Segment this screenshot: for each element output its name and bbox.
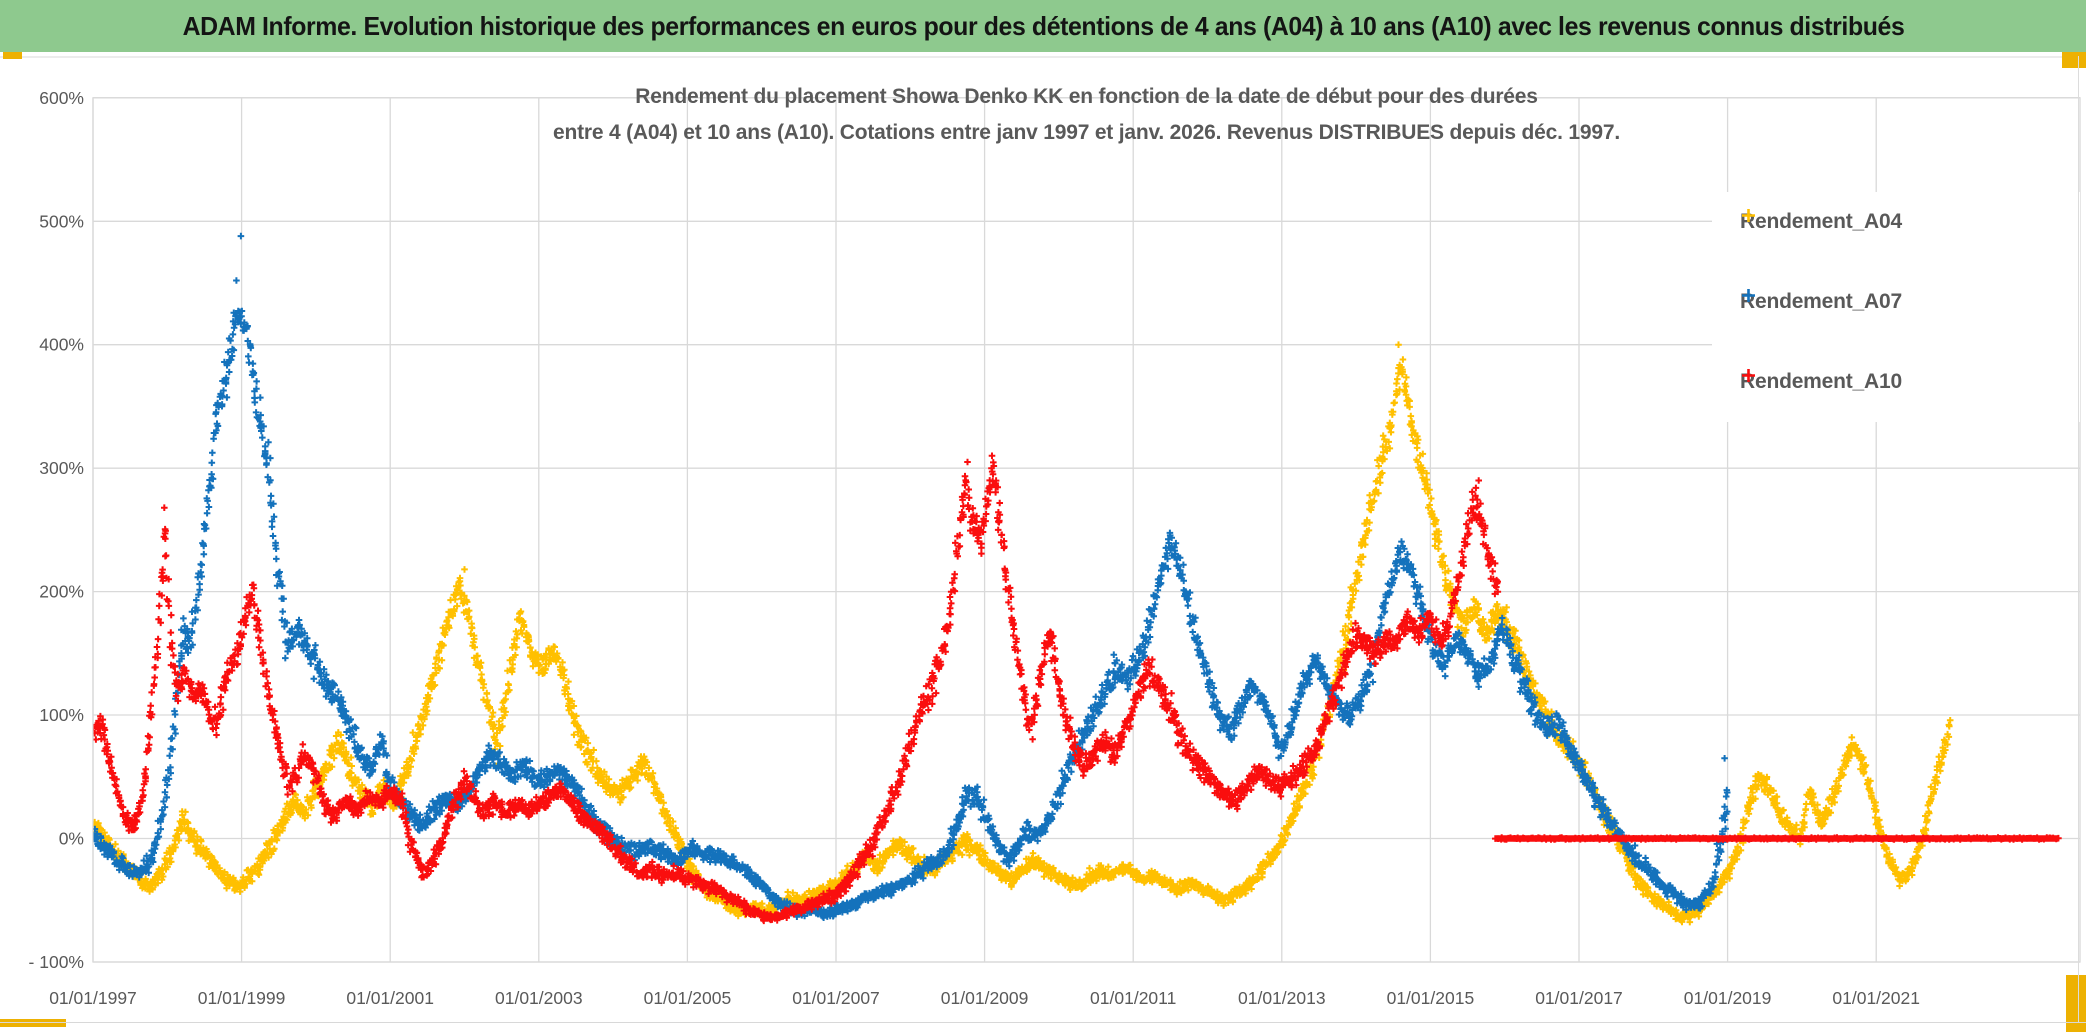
x-axis-label: 01/01/1999 xyxy=(198,988,286,1008)
legend-item-a04[interactable]: Rendement_A04 xyxy=(1740,207,1902,237)
plus-marker-icon xyxy=(1742,209,1755,222)
x-axis-label: 01/01/2021 xyxy=(1832,988,1920,1008)
x-axis-label: 01/01/2015 xyxy=(1387,988,1475,1008)
legend-label: Rendement_A10 xyxy=(1740,370,1902,393)
x-axis-label: 01/01/2017 xyxy=(1535,988,1623,1008)
plus-marker-icon xyxy=(1742,369,1755,382)
legend-label: Rendement_A04 xyxy=(1740,210,1902,233)
data-points-layer xyxy=(93,232,2062,926)
plot-frame xyxy=(92,97,2081,963)
x-axis-label: 01/01/2011 xyxy=(1090,988,1176,1008)
bottom-divider xyxy=(0,1022,2086,1023)
axis-labels: 600% 500% 400% 300% 200% 100% 0% - 100% 01/01/19… xyxy=(29,88,1920,1008)
chart-title-line1: Rendement du placement Showa Denko KK en… xyxy=(635,85,1538,108)
x-axis-label: 01/01/2019 xyxy=(1684,988,1772,1008)
gold-accent-top-right xyxy=(2062,52,2086,68)
y-axis-label: 200% xyxy=(39,582,84,602)
banner-divider xyxy=(0,56,2086,58)
gold-accent-top-left xyxy=(3,52,22,59)
title-banner: ADAM Informe. Evolution historique des p… xyxy=(0,0,2086,52)
legend: Rendement_A04 Rendement_A07 Rendement_A1… xyxy=(1712,192,2080,422)
y-axis-label: - 100% xyxy=(29,952,84,972)
x-axis-label: 01/01/2005 xyxy=(644,988,732,1008)
series-Rendement_A07 xyxy=(93,232,1731,921)
legend-label: Rendement_A07 xyxy=(1740,290,1902,313)
legend-item-a10[interactable]: Rendement_A10 xyxy=(1740,367,1902,397)
legend-item-a07[interactable]: Rendement_A07 xyxy=(1740,287,1902,317)
banner-title: ADAM Informe. Evolution historique des p… xyxy=(182,10,1904,41)
x-axis-label: 01/01/2013 xyxy=(1238,988,1326,1008)
series-Rendement_A10 xyxy=(93,452,2062,925)
x-axis-label: 01/01/2009 xyxy=(941,988,1029,1008)
x-axis-label: 01/01/1997 xyxy=(49,988,137,1008)
y-axis-label: 300% xyxy=(39,458,84,478)
gold-accent-bottom-right xyxy=(2066,975,2086,1032)
y-axis-label: 400% xyxy=(39,335,84,355)
y-axis-label: 0% xyxy=(59,829,84,849)
plus-marker-icon xyxy=(1742,289,1755,302)
x-axis-label: 01/01/2001 xyxy=(346,988,434,1008)
chart-title-line2: entre 4 (A04) et 10 ans (A10). Cotations… xyxy=(553,121,1620,144)
y-axis-label: 500% xyxy=(39,211,84,231)
y-axis-label: 100% xyxy=(39,705,84,725)
right-divider xyxy=(2078,56,2079,1022)
x-axis-label: 01/01/2007 xyxy=(792,988,880,1008)
y-axis-label: 600% xyxy=(39,88,84,108)
x-axis-label: 01/01/2003 xyxy=(495,988,583,1008)
gold-accent-bottom-left xyxy=(0,1019,66,1027)
